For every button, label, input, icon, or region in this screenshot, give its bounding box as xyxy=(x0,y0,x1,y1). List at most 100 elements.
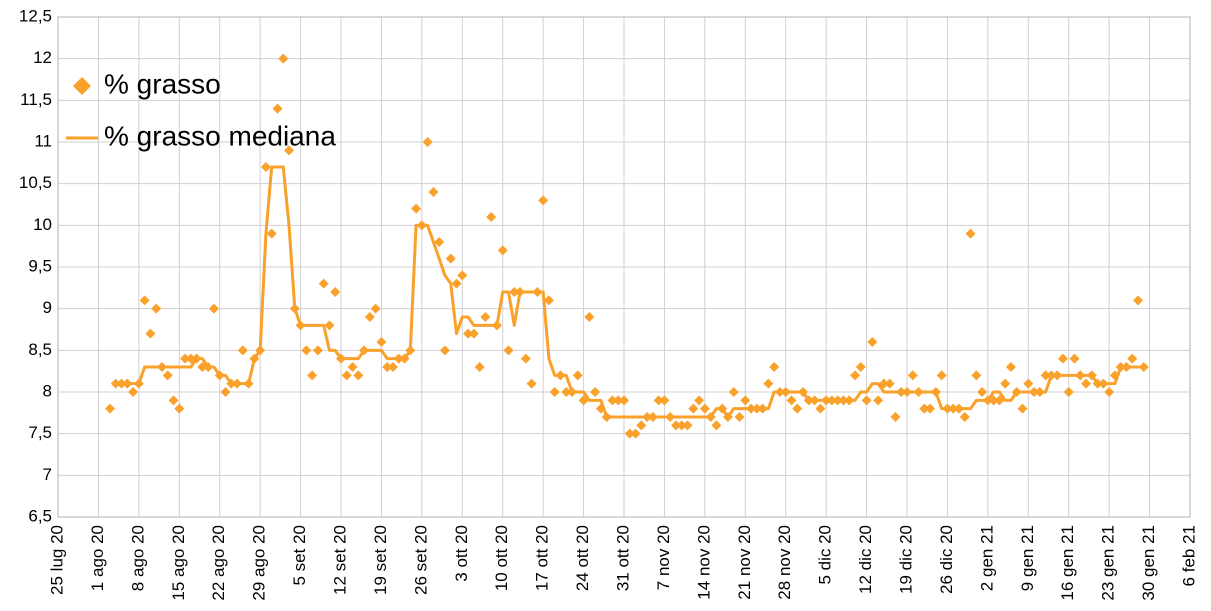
data-point xyxy=(624,428,635,439)
x-tick-label: 29 ago 20 xyxy=(250,525,269,601)
data-point xyxy=(180,353,191,364)
data-point xyxy=(364,312,375,322)
data-point xyxy=(353,370,364,381)
data-point xyxy=(301,345,312,356)
data-point xyxy=(428,187,439,197)
x-tick-label: 2 gen 21 xyxy=(977,525,996,591)
y-tick-label: 6,5 xyxy=(28,506,52,525)
x-tick-label: 14 nov 20 xyxy=(694,525,713,600)
data-point xyxy=(907,370,918,381)
data-point xyxy=(572,370,583,381)
x-tick-label: 16 gen 21 xyxy=(1058,525,1077,601)
data-point xyxy=(1069,353,1080,364)
data-point xyxy=(1023,378,1034,389)
data-point xyxy=(769,362,780,372)
x-tick-label: 21 nov 20 xyxy=(735,525,754,600)
y-tick-label: 10,5 xyxy=(19,173,52,192)
data-point xyxy=(607,395,618,406)
data-point xyxy=(307,370,318,381)
data-point xyxy=(145,328,156,339)
y-tick-label: 12,5 xyxy=(19,6,52,25)
data-point xyxy=(728,387,739,397)
data-point xyxy=(682,420,693,431)
x-tick-label: 9 gen 21 xyxy=(1018,525,1037,591)
x-tick-label: 15 ago 20 xyxy=(169,525,188,601)
x-tick-label: 23 gen 21 xyxy=(1099,525,1118,601)
data-point xyxy=(266,228,277,239)
x-tick-label: 25 lug 20 xyxy=(47,525,66,595)
data-point xyxy=(376,337,387,347)
data-point xyxy=(474,362,485,372)
y-tick-label: 7,5 xyxy=(28,423,52,442)
x-tick-label: 17 ott 20 xyxy=(533,525,552,591)
data-point xyxy=(370,303,381,314)
data-point xyxy=(977,387,988,397)
data-point xyxy=(861,395,872,406)
legend-marker xyxy=(73,77,91,95)
data-point xyxy=(168,395,179,406)
data-point xyxy=(341,370,352,381)
x-tick-label: 24 ott 20 xyxy=(573,525,592,591)
data-point xyxy=(347,362,358,372)
x-tick-label: 26 set 20 xyxy=(411,525,430,595)
data-point xyxy=(1005,362,1016,372)
x-tick-label: 19 dic 20 xyxy=(896,525,915,594)
data-point xyxy=(318,278,329,289)
data-point xyxy=(786,395,797,406)
data-point xyxy=(613,395,624,406)
data-point xyxy=(278,53,289,64)
y-tick-label: 8 xyxy=(43,381,52,400)
data-point xyxy=(439,345,450,356)
data-point xyxy=(1057,353,1068,364)
data-point xyxy=(688,403,699,414)
data-point xyxy=(445,253,456,264)
data-point xyxy=(1000,378,1011,389)
data-point xyxy=(740,395,751,406)
data-point xyxy=(151,303,162,314)
data-point xyxy=(1040,370,1051,381)
data-point xyxy=(543,295,554,306)
data-point xyxy=(162,370,173,381)
x-tick-label: 3 ott 20 xyxy=(452,525,471,582)
data-point xyxy=(659,395,670,406)
y-tick-label: 9 xyxy=(43,298,52,317)
data-point xyxy=(792,403,803,414)
x-tick-label: 30 gen 21 xyxy=(1139,525,1158,601)
x-tick-label: 7 nov 20 xyxy=(654,525,673,590)
data-point xyxy=(382,362,393,372)
data-point xyxy=(174,403,185,414)
data-point xyxy=(1133,295,1144,306)
data-point xyxy=(468,328,479,339)
x-tick-label: 12 set 20 xyxy=(330,525,349,595)
data-point xyxy=(636,420,647,431)
data-point xyxy=(387,362,398,372)
data-point xyxy=(1081,378,1092,389)
data-point xyxy=(1063,387,1074,397)
data-point xyxy=(694,395,705,406)
data-point xyxy=(104,403,115,414)
data-point xyxy=(128,387,139,397)
x-tick-label: 10 ott 20 xyxy=(492,525,511,591)
data-point xyxy=(272,103,283,114)
data-point xyxy=(480,312,491,322)
data-point xyxy=(971,370,982,381)
data-point xyxy=(451,278,462,289)
data-point xyxy=(260,162,271,172)
data-point xyxy=(850,370,861,381)
data-point xyxy=(549,387,560,397)
y-tick-label: 7 xyxy=(43,465,52,484)
y-tick-label: 10 xyxy=(33,215,52,234)
data-point xyxy=(734,412,745,422)
data-point xyxy=(422,137,433,147)
data-point xyxy=(619,395,629,406)
data-point xyxy=(670,420,681,431)
y-tick-label: 11,5 xyxy=(20,90,52,109)
x-tick-label: 5 set 20 xyxy=(290,525,309,586)
data-point xyxy=(711,420,722,431)
data-point xyxy=(873,395,884,406)
plot-frame xyxy=(57,16,1191,518)
y-tick-label: 9,5 xyxy=(28,256,52,275)
x-tick-label: 19 set 20 xyxy=(371,525,390,595)
x-tick-label: 5 dic 20 xyxy=(816,525,835,585)
